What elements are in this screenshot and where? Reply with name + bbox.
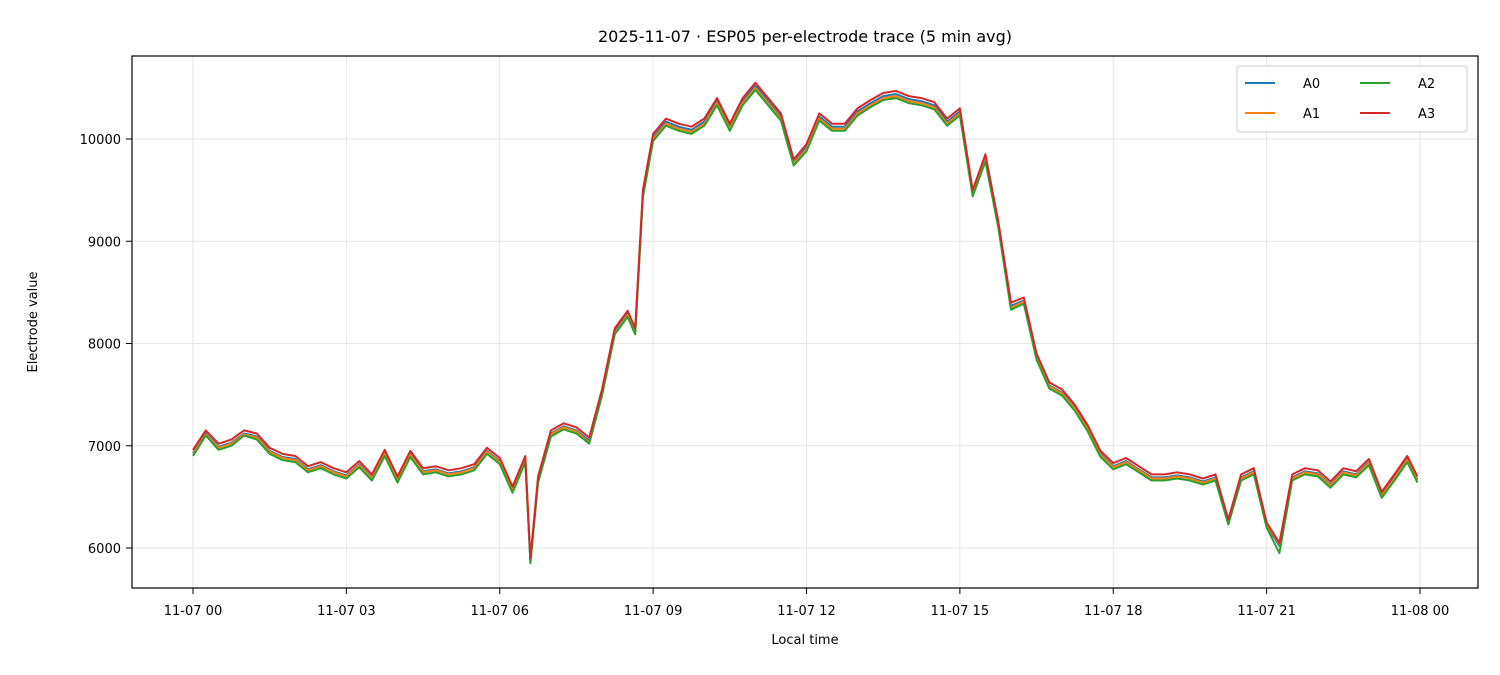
x-tick-label: 11-07 18 bbox=[1084, 604, 1142, 619]
x-axis-label: Local time bbox=[771, 633, 838, 648]
chart-title: 2025-11-07 · ESP05 per-electrode trace (… bbox=[598, 27, 1012, 46]
y-tick-label: 7000 bbox=[88, 440, 121, 455]
legend: A0 A1 A2 A3 bbox=[1236, 65, 1468, 133]
y-tick-label: 10000 bbox=[80, 133, 121, 148]
series-a2-line bbox=[192, 88, 1419, 565]
x-tick-label: 11-07 09 bbox=[624, 604, 682, 619]
x-tick-label: 11-07 12 bbox=[777, 604, 835, 619]
x-tick-label: 11-07 21 bbox=[1237, 604, 1295, 619]
x-axis: 11-07 00 11-07 03 11-07 06 11-07 09 11-07 12… bbox=[164, 588, 1449, 619]
legend-box bbox=[1236, 65, 1468, 133]
x-tick-label: 11-07 00 bbox=[164, 604, 222, 619]
axes-frame bbox=[131, 55, 1479, 589]
x-tick-label: 11-07 06 bbox=[471, 604, 529, 619]
legend-label-a0: A0 bbox=[1303, 77, 1320, 92]
x-tick-label: 11-08 00 bbox=[1391, 604, 1449, 619]
y-tick-label: 8000 bbox=[88, 338, 121, 353]
y-tick-label: 6000 bbox=[88, 542, 121, 557]
series-a3-line bbox=[192, 81, 1419, 560]
grid-lines bbox=[132, 56, 1478, 588]
x-tick-label: 11-07 15 bbox=[931, 604, 989, 619]
x-tick-label: 11-07 03 bbox=[317, 604, 375, 619]
y-axis: 6000 7000 8000 9000 10000 bbox=[80, 133, 132, 557]
y-tick-label: 9000 bbox=[88, 235, 121, 250]
legend-label-a3: A3 bbox=[1418, 107, 1435, 122]
legend-label-a2: A2 bbox=[1418, 77, 1435, 92]
legend-label-a1: A1 bbox=[1303, 107, 1320, 122]
plot-area bbox=[192, 81, 1419, 565]
y-axis-label: Electrode value bbox=[26, 272, 41, 373]
